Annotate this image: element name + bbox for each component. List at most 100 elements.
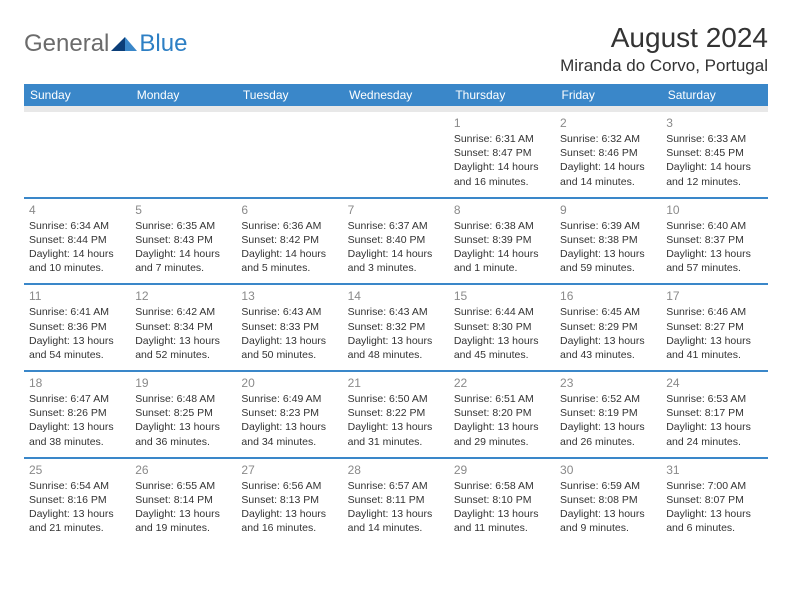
sunrise-text: Sunrise: 6:35 AM [135,219,231,233]
daylight-text: Daylight: 13 hours and 50 minutes. [241,334,337,362]
day-number: 5 [135,203,231,217]
day-number: 6 [241,203,337,217]
sunrise-text: Sunrise: 6:42 AM [135,305,231,319]
calendar-day-cell: 26Sunrise: 6:55 AMSunset: 8:14 PMDayligh… [130,459,236,544]
day-number: 11 [29,289,125,303]
sunset-text: Sunset: 8:39 PM [454,233,550,247]
day-number: 1 [454,116,550,130]
sunrise-text: Sunrise: 6:46 AM [666,305,762,319]
day-number: 30 [560,463,656,477]
day-number: 31 [666,463,762,477]
calendar-day-cell: 15 Sunrise: 6:44 AMSunset: 8:30 PMDayligh… [449,285,555,370]
day-info: Sunrise: 6:35 AMSunset: 8:43 PMDaylight:… [135,219,231,276]
month-title: August 2024 [560,22,768,54]
day-number: 3 [666,116,762,130]
sunset-text: Sunset: 8:27 PM [666,320,762,334]
sunset-text: Sunset: 8:29 PM [560,320,656,334]
daylight-text: Daylight: 13 hours and 45 minutes. [454,334,550,362]
brand-blue: Blue [139,30,187,58]
daylight-text: Daylight: 13 hours and 9 minutes. [560,507,656,535]
day-number: 10 [666,203,762,217]
daylight-text: Daylight: 14 hours and 14 minutes. [560,160,656,188]
sunset-text: Sunset: 8:19 PM [560,406,656,420]
day-number: 20 [241,376,337,390]
sunset-text: Sunset: 8:32 PM [348,320,444,334]
calendar-day-cell: 9Sunrise: 6:39 AMSunset: 8:38 PMDaylight… [555,199,661,284]
sunrise-text: Sunrise: 7:00 AM [666,479,762,493]
calendar-table: SundayMondayTuesdayWednesdayThursdayFrid… [24,84,768,543]
calendar-day-cell: 2 Sunrise: 6:32 AMSunset: 8:46 PMDaylight… [555,112,661,197]
sunset-text: Sunset: 8:45 PM [666,146,762,160]
sunset-text: Sunset: 8:34 PM [135,320,231,334]
header: General Blue August 2024 Miranda do Corv… [24,22,768,76]
sunset-text: Sunset: 8:43 PM [135,233,231,247]
day-info: Sunrise: 6:53 AMSunset: 8:17 PMDaylight:… [666,392,762,449]
day-number: 4 [29,203,125,217]
daylight-text: Daylight: 14 hours and 7 minutes. [135,247,231,275]
day-info: Sunrise: 6:43 AMSunset: 8:32 PMDaylight:… [348,305,444,362]
daylight-text: Daylight: 14 hours and 1 minute. [454,247,550,275]
calendar-day-cell [236,112,342,197]
daylight-text: Daylight: 13 hours and 31 minutes. [348,420,444,448]
sunrise-text: Sunrise: 6:37 AM [348,219,444,233]
sunset-text: Sunset: 8:08 PM [560,493,656,507]
day-number: 23 [560,376,656,390]
calendar-week-row: 4Sunrise: 6:34 AMSunset: 8:44 PMDaylight… [24,199,768,284]
calendar-day-cell: 31Sunrise: 7:00 AMSunset: 8:07 PMDayligh… [661,459,767,544]
sunrise-text: Sunrise: 6:43 AM [241,305,337,319]
calendar-day-cell: 22Sunrise: 6:51 AMSunset: 8:20 PMDayligh… [449,372,555,457]
sunrise-text: Sunrise: 6:57 AM [348,479,444,493]
calendar-week-row: 25Sunrise: 6:54 AMSunset: 8:16 PMDayligh… [24,459,768,544]
sunrise-text: Sunrise: 6:38 AM [454,219,550,233]
daylight-text: Daylight: 13 hours and 26 minutes. [560,420,656,448]
day-info: Sunrise: 6:31 AMSunset: 8:47 PMDaylight:… [454,132,550,189]
calendar-week-row: 11 Sunrise: 6:41 AMSunset: 8:36 PMDayligh… [24,285,768,370]
calendar-day-cell: 4 Sunrise: 6:34 AMSunset: 8:44 PMDaylight… [24,199,130,284]
daylight-text: Daylight: 13 hours and 59 minutes. [560,247,656,275]
day-number: 26 [135,463,231,477]
day-info: Sunrise: 6:49 AMSunset: 8:23 PMDaylight:… [241,392,337,449]
day-header: Wednesday [343,84,449,106]
sunset-text: Sunset: 8:47 PM [454,146,550,160]
day-number: 15 [454,289,550,303]
day-info: Sunrise: 6:32 AMSunset: 8:46 PMDaylight:… [560,132,656,189]
sunrise-text: Sunrise: 6:36 AM [241,219,337,233]
sunset-text: Sunset: 8:38 PM [560,233,656,247]
day-info: Sunrise: 6:36 AMSunset: 8:42 PMDaylight:… [241,219,337,276]
calendar-week-row: 18Sunrise: 6:47 AMSunset: 8:26 PMDayligh… [24,372,768,457]
sunset-text: Sunset: 8:44 PM [29,233,125,247]
calendar-day-cell [343,112,449,197]
day-number: 2 [560,116,656,130]
calendar-day-cell: 16Sunrise: 6:45 AMSunset: 8:29 PMDayligh… [555,285,661,370]
calendar-header-row: SundayMondayTuesdayWednesdayThursdayFrid… [24,84,768,106]
day-info: Sunrise: 6:44 AMSunset: 8:30 PMDaylight:… [454,305,550,362]
day-info: Sunrise: 6:41 AMSunset: 8:36 PMDaylight:… [29,305,125,362]
sunrise-text: Sunrise: 6:34 AM [29,219,125,233]
calendar-day-cell: 23Sunrise: 6:52 AMSunset: 8:19 PMDayligh… [555,372,661,457]
daylight-text: Daylight: 14 hours and 10 minutes. [29,247,125,275]
sunrise-text: Sunrise: 6:47 AM [29,392,125,406]
day-header: Monday [130,84,236,106]
calendar-day-cell: 24Sunrise: 6:53 AMSunset: 8:17 PMDayligh… [661,372,767,457]
sunset-text: Sunset: 8:13 PM [241,493,337,507]
calendar-day-cell: 3Sunrise: 6:33 AMSunset: 8:45 PMDaylight… [661,112,767,197]
sunrise-text: Sunrise: 6:51 AM [454,392,550,406]
sunset-text: Sunset: 8:16 PM [29,493,125,507]
calendar-day-cell: 13Sunrise: 6:43 AMSunset: 8:33 PMDayligh… [236,285,342,370]
sunrise-text: Sunrise: 6:54 AM [29,479,125,493]
calendar-day-cell: 14Sunrise: 6:43 AMSunset: 8:32 PMDayligh… [343,285,449,370]
calendar-day-cell: 8Sunrise: 6:38 AMSunset: 8:39 PMDaylight… [449,199,555,284]
sunrise-text: Sunrise: 6:32 AM [560,132,656,146]
sunrise-text: Sunrise: 6:40 AM [666,219,762,233]
calendar-day-cell: 19Sunrise: 6:48 AMSunset: 8:25 PMDayligh… [130,372,236,457]
daylight-text: Daylight: 13 hours and 21 minutes. [29,507,125,535]
sunset-text: Sunset: 8:14 PM [135,493,231,507]
sunset-text: Sunset: 8:26 PM [29,406,125,420]
day-header: Sunday [24,84,130,106]
sunrise-text: Sunrise: 6:56 AM [241,479,337,493]
day-number: 29 [454,463,550,477]
sunrise-text: Sunrise: 6:49 AM [241,392,337,406]
day-info: Sunrise: 6:51 AMSunset: 8:20 PMDaylight:… [454,392,550,449]
brand-logo: General Blue [24,30,187,58]
sunset-text: Sunset: 8:25 PM [135,406,231,420]
